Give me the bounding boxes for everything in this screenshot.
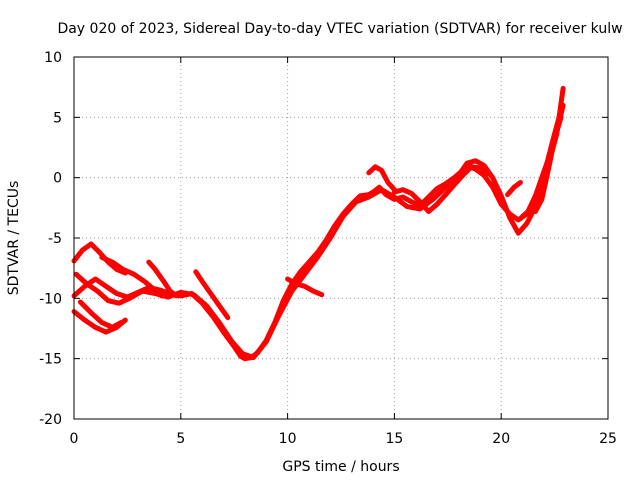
x-axis-label: GPS time / hours <box>282 459 399 475</box>
axis-ticks: 0 5 10 15 20 25 -20 -15 -10 -5 0 5 10 <box>39 50 617 447</box>
series-line-arc-12 <box>505 180 523 198</box>
x-tick-label: 15 <box>385 431 403 447</box>
y-tick-label: -5 <box>48 231 62 247</box>
y-tick-label: -15 <box>39 352 62 368</box>
series-line-arc-10 <box>366 164 397 193</box>
chart-title: Day 020 of 2023, Sidereal Day-to-day VTE… <box>57 21 622 37</box>
series-line-arc-6 <box>99 254 165 299</box>
grid-lines <box>74 57 608 419</box>
series-line-arc-8 <box>193 269 231 321</box>
x-tick-label: 0 <box>70 431 79 447</box>
series-line-arc-7 <box>146 259 179 299</box>
series-line-arc-11 <box>391 164 491 214</box>
series-line-arc-1 <box>71 241 128 276</box>
y-tick-label: 5 <box>53 110 62 126</box>
y-axis-label: SDTVAR / TECUs <box>6 181 22 296</box>
x-tick-label: 20 <box>492 431 510 447</box>
y-tick-label: 10 <box>44 50 62 66</box>
series-layer <box>71 85 566 362</box>
y-tick-label: 0 <box>53 171 62 187</box>
x-tick-label: 25 <box>599 431 617 447</box>
y-tick-label: -10 <box>39 291 62 307</box>
x-tick-label: 5 <box>176 431 185 447</box>
y-tick-label: -20 <box>39 412 62 428</box>
series-line-arc-9 <box>285 276 325 298</box>
x-tick-label: 10 <box>279 431 297 447</box>
series-line-arc-14 <box>532 114 564 214</box>
series-line-arc-5 <box>77 299 124 330</box>
